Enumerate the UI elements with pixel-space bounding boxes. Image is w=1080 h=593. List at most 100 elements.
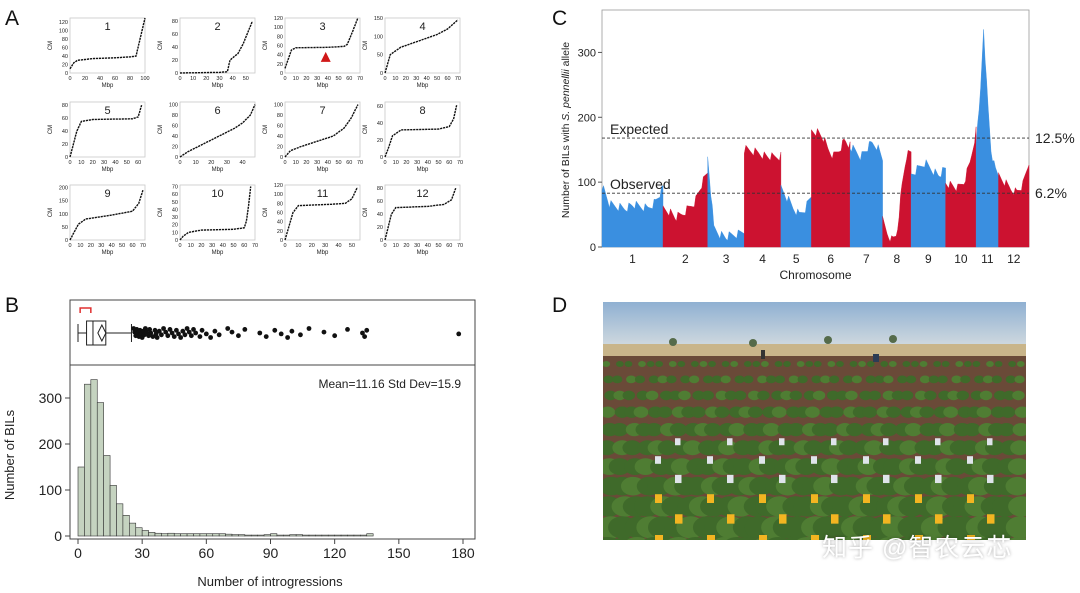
y-tick-label: 0 xyxy=(280,71,283,77)
plot-frame xyxy=(69,17,146,74)
plant xyxy=(902,361,911,367)
outlier-point xyxy=(171,334,177,339)
plant xyxy=(1005,476,1026,496)
plant-tag xyxy=(967,494,974,503)
histogram-bar xyxy=(244,534,252,537)
x-axis-label: Mbp xyxy=(317,250,329,256)
plot-title: 6 xyxy=(214,105,220,117)
x-axis-label: Mbp xyxy=(417,167,429,173)
x-tick-label: 50 xyxy=(124,160,130,166)
genetic-map-plot-6: 0 20 40 60 80 100 0 10 20 30 40 Mbp CM 6 xyxy=(158,101,256,173)
x-tick-label: 10 xyxy=(295,243,301,249)
genetic-map-plot-3: 0 20 40 60 80 100 120 0 10 20 30 40 50 60 70 Mbp CM 3 xyxy=(263,16,363,89)
plant xyxy=(924,390,937,401)
plant xyxy=(743,440,763,456)
plant xyxy=(868,390,881,401)
plant xyxy=(766,375,777,384)
plant-tag xyxy=(987,474,994,484)
plant xyxy=(811,375,822,384)
plant xyxy=(771,406,787,418)
y-tick-label: 80 xyxy=(277,201,283,207)
chromosome-area-4 xyxy=(744,144,782,248)
plant xyxy=(1012,423,1026,437)
plant xyxy=(937,375,948,384)
outlier-point xyxy=(364,327,370,333)
plant xyxy=(904,423,922,437)
y-tick-label: 80 xyxy=(377,186,383,192)
x-tick-label: 30 xyxy=(98,243,104,249)
x-tick-label: 10 xyxy=(293,76,299,82)
x-tick-label: 120 xyxy=(323,545,347,561)
y-tick-label: 0 xyxy=(175,155,178,161)
histogram-bar xyxy=(206,533,214,537)
panel-letter-d: D xyxy=(552,294,568,317)
x-tick-label: 40 xyxy=(239,160,245,166)
plant xyxy=(733,390,747,401)
reference-percent-label: 12.5% xyxy=(1035,130,1075,146)
x-tick-label: 10 xyxy=(190,76,196,82)
x-tick-label: 70 xyxy=(457,160,463,166)
x-tick-label: 30 xyxy=(209,243,215,249)
outlier-point xyxy=(456,331,462,337)
x-tick-label: 0 xyxy=(68,243,71,249)
y-tick-label: 100 xyxy=(274,103,283,109)
chromosome-label: 4 xyxy=(759,252,766,266)
y-tick-label: 80 xyxy=(62,37,68,43)
plant xyxy=(939,423,957,437)
y-tick-label: 20 xyxy=(172,145,178,151)
plot-title: 5 xyxy=(104,105,110,117)
outlier-point xyxy=(182,332,188,338)
plant-tag xyxy=(675,514,683,524)
y-tick-label: 80 xyxy=(172,113,178,119)
plant xyxy=(960,375,971,384)
histogram-bar xyxy=(193,533,201,537)
map-curve xyxy=(69,17,146,70)
outlier-point xyxy=(362,334,368,339)
reference-percent-label: 6.2% xyxy=(1035,185,1067,201)
y-tick-label: 40 xyxy=(172,207,178,213)
panel-letter-a: A xyxy=(5,7,20,30)
x-tick-label: 20 xyxy=(203,76,209,82)
outlier-point xyxy=(216,332,222,338)
plant-tag xyxy=(811,494,818,503)
plant xyxy=(803,390,817,401)
outlier-point xyxy=(159,332,164,338)
plot-frame xyxy=(384,184,461,241)
plant xyxy=(612,375,623,384)
plot-frame xyxy=(284,17,361,74)
plot-frame xyxy=(69,184,146,241)
histogram-bar xyxy=(84,383,92,537)
x-tick-label: 30 xyxy=(134,545,150,561)
plant xyxy=(886,406,901,418)
genetic-map-plot-8: 0 20 40 60 0 10 20 30 40 50 60 70 Mbp CM 8 xyxy=(363,101,463,173)
plant xyxy=(1014,406,1026,418)
x-tick-label: 40 xyxy=(325,76,331,82)
plant-tag xyxy=(759,535,767,540)
y-tick-label: 120 xyxy=(274,183,283,189)
outlier-point xyxy=(360,330,365,336)
plant xyxy=(718,440,738,456)
y-tick-label: 300 xyxy=(39,390,63,406)
x-tick-label: 100 xyxy=(140,76,149,82)
x-tick-label: 30 xyxy=(414,243,420,249)
outlier-point xyxy=(272,327,278,333)
plant xyxy=(1005,516,1026,539)
plant xyxy=(845,390,858,401)
plant xyxy=(972,361,981,367)
plot-title: 3 xyxy=(319,21,325,33)
plant xyxy=(1007,458,1026,475)
plant-tag xyxy=(883,514,891,524)
plant xyxy=(864,440,884,456)
x-tick-label: 40 xyxy=(336,243,342,249)
plant xyxy=(1012,390,1025,401)
chromosome-area-2 xyxy=(662,172,708,248)
plant xyxy=(645,423,663,437)
x-tick-label: 20 xyxy=(198,243,204,249)
histogram-bar xyxy=(340,534,348,537)
plant xyxy=(970,390,984,401)
plant xyxy=(783,361,791,367)
y-tick-label: 100 xyxy=(59,212,68,218)
plant xyxy=(976,406,992,418)
plant-tag xyxy=(707,535,715,540)
plant xyxy=(797,375,808,384)
